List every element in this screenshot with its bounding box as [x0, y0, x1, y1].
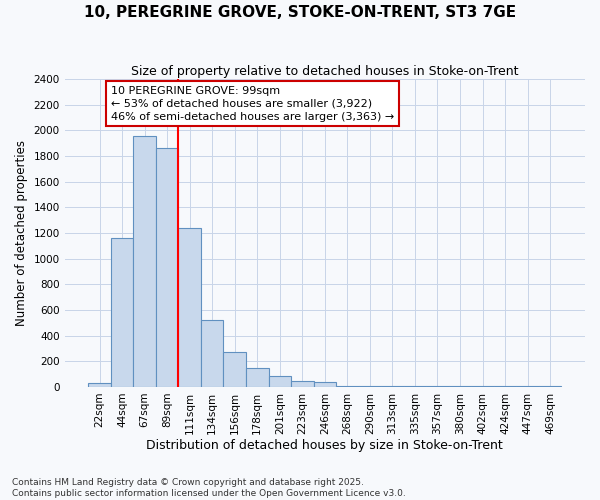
- Bar: [471, 386, 494, 387]
- Bar: [494, 386, 516, 387]
- Bar: [449, 386, 471, 387]
- Bar: [359, 386, 381, 387]
- Bar: [246, 368, 269, 387]
- Bar: [516, 386, 539, 387]
- Y-axis label: Number of detached properties: Number of detached properties: [15, 140, 28, 326]
- Bar: [539, 386, 562, 387]
- Bar: [156, 148, 178, 387]
- Bar: [336, 386, 359, 387]
- Bar: [133, 136, 156, 387]
- Text: 10, PEREGRINE GROVE, STOKE-ON-TRENT, ST3 7GE: 10, PEREGRINE GROVE, STOKE-ON-TRENT, ST3…: [84, 5, 516, 20]
- Text: 10 PEREGRINE GROVE: 99sqm
← 53% of detached houses are smaller (3,922)
46% of se: 10 PEREGRINE GROVE: 99sqm ← 53% of detac…: [111, 86, 394, 122]
- Bar: [426, 386, 449, 387]
- Title: Size of property relative to detached houses in Stoke-on-Trent: Size of property relative to detached ho…: [131, 65, 518, 78]
- Bar: [178, 228, 201, 387]
- Bar: [404, 386, 426, 387]
- Text: Contains HM Land Registry data © Crown copyright and database right 2025.
Contai: Contains HM Land Registry data © Crown c…: [12, 478, 406, 498]
- Bar: [88, 383, 111, 387]
- Bar: [381, 386, 404, 387]
- Bar: [269, 376, 291, 387]
- Bar: [223, 352, 246, 387]
- Bar: [291, 381, 314, 387]
- Bar: [111, 238, 133, 387]
- X-axis label: Distribution of detached houses by size in Stoke-on-Trent: Distribution of detached houses by size …: [146, 440, 503, 452]
- Bar: [201, 320, 223, 387]
- Bar: [314, 382, 336, 387]
